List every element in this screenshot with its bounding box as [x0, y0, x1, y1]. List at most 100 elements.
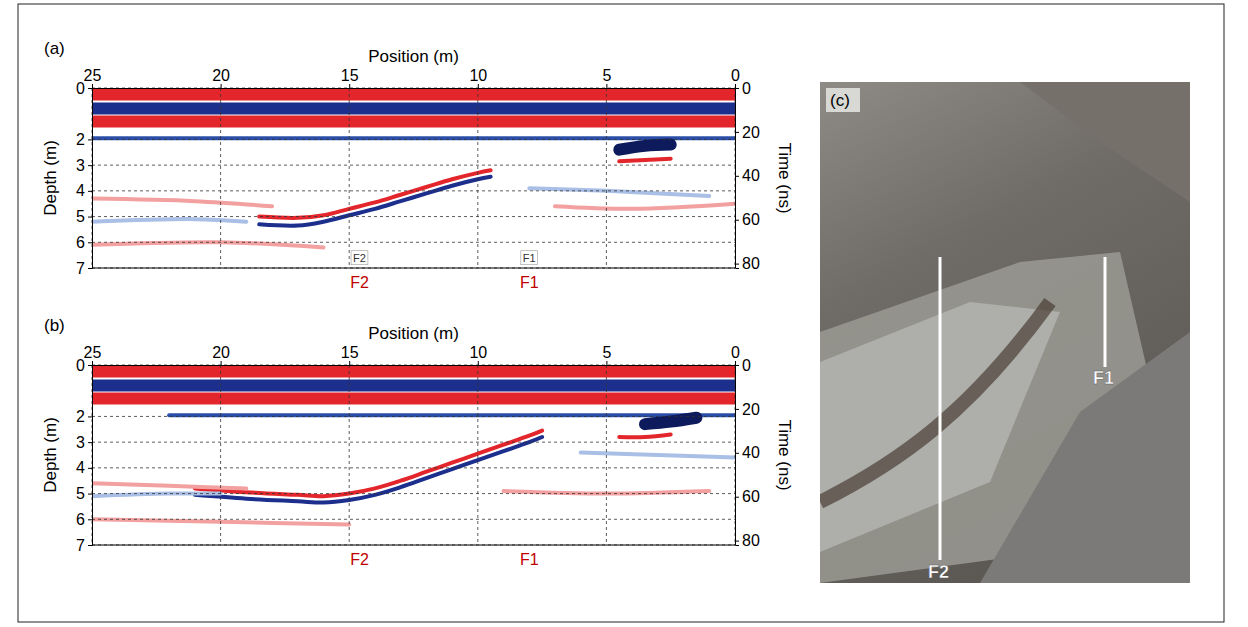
- reflector: [92, 88, 735, 100]
- tick-mark: [88, 165, 92, 166]
- grid-line: [220, 365, 221, 545]
- tick: 7: [76, 260, 92, 277]
- grid-line: [92, 467, 735, 468]
- fault-label: F1: [520, 274, 539, 291]
- tick-label: 40: [742, 167, 760, 184]
- tick-mark: [349, 84, 350, 88]
- y-axis-title: Depth (m): [41, 140, 60, 216]
- tick: 25: [84, 67, 102, 88]
- reflector: [581, 452, 735, 457]
- axis-line: [93, 84, 736, 89]
- reflector: [92, 219, 246, 222]
- y-axis-title: Depth (m): [41, 417, 60, 493]
- grid-line: [92, 216, 735, 217]
- tick: 3: [76, 434, 92, 451]
- reflector: [92, 392, 735, 404]
- reflector: [92, 242, 323, 247]
- photo-panel: (c)F2F1: [820, 82, 1190, 583]
- tick-mark: [88, 442, 92, 443]
- grid-line: [477, 88, 478, 268]
- tick-mark: [735, 84, 736, 88]
- tick-mark: [88, 545, 92, 546]
- label-patch: [826, 88, 860, 112]
- tick-label: 7: [76, 260, 85, 277]
- tick: 40: [735, 167, 760, 184]
- dark-layer: [820, 302, 1050, 502]
- tick-label: 10: [469, 67, 487, 84]
- tick: 40: [735, 444, 760, 461]
- tick: 20: [735, 124, 760, 141]
- tick-label: 6: [76, 511, 85, 528]
- tick-mark: [88, 242, 92, 243]
- reflector: [619, 145, 670, 150]
- tick-mark: [735, 176, 739, 177]
- boxed-label: F1: [521, 251, 538, 265]
- debris-slope: [980, 332, 1190, 583]
- label-box: [521, 251, 538, 265]
- tick-label: 2: [76, 408, 85, 425]
- reflectors: [92, 371, 735, 524]
- tick: 20: [735, 401, 760, 418]
- axis-line: [88, 89, 93, 269]
- photo-content: [820, 82, 1190, 583]
- reflector: [259, 177, 490, 226]
- fault-label: F2: [350, 551, 369, 568]
- tick-label: 60: [742, 488, 760, 505]
- tick-mark: [221, 84, 222, 88]
- fault-label: F2: [350, 274, 369, 291]
- tick-label: 25: [84, 344, 102, 361]
- reflector: [92, 199, 272, 207]
- axis: 020406080: [735, 357, 760, 550]
- tick-label: 0: [742, 80, 751, 97]
- tick-label: 4: [76, 182, 85, 199]
- tick: 20: [212, 344, 230, 365]
- tick-label: 5: [76, 485, 85, 502]
- figure-frame: [18, 4, 1224, 622]
- tick-mark: [735, 409, 739, 410]
- tick-label: 3: [76, 157, 85, 174]
- grid-line: [349, 88, 350, 268]
- y2-axis-title: Time (ns): [775, 419, 794, 490]
- tick: 0: [76, 357, 92, 374]
- grid-line: [92, 442, 735, 443]
- frame-line: [92, 268, 735, 269]
- x-axis-title: Position (m): [368, 324, 459, 343]
- tick-mark: [735, 264, 739, 265]
- axis: 0234567: [76, 80, 92, 277]
- grid-line: [92, 242, 735, 243]
- grid-line: [606, 365, 607, 545]
- tick-mark: [606, 361, 607, 365]
- grid: [92, 365, 735, 545]
- tick: 80: [735, 532, 760, 549]
- panel: 25201510500234567020406080Position (m)De…: [41, 316, 794, 568]
- axis: 0 20 40 60 80: [735, 80, 760, 273]
- tick: 5: [602, 67, 611, 88]
- tick-label: 0: [731, 344, 740, 361]
- tick-label: 60: [742, 211, 760, 228]
- tick-mark: [478, 84, 479, 88]
- tick: 2: [76, 408, 92, 425]
- reflector: [92, 103, 735, 115]
- grid-line: [606, 88, 607, 268]
- x-axis-title: Position (m): [368, 47, 459, 66]
- tick-mark: [88, 519, 92, 520]
- axis: 2520151050: [84, 67, 740, 89]
- grid-line: [92, 190, 735, 191]
- grid-line: [92, 519, 735, 520]
- reflector: [529, 188, 709, 196]
- tick-mark: [88, 268, 92, 269]
- tick-mark: [478, 361, 479, 365]
- tick-mark: [349, 361, 350, 365]
- reflector: [92, 380, 735, 392]
- tick: 80: [735, 255, 760, 272]
- grid-line: [92, 165, 735, 166]
- tick-label: 2: [76, 131, 85, 148]
- tick-mark: [735, 497, 739, 498]
- tick-label: 5: [76, 208, 85, 225]
- tick: 5: [76, 485, 92, 502]
- tick-label: 0: [76, 357, 85, 374]
- tick-label: 80: [742, 532, 760, 549]
- axis: 0234567: [76, 357, 92, 554]
- tick-label: 15: [341, 67, 359, 84]
- tick-label: 3: [76, 434, 85, 451]
